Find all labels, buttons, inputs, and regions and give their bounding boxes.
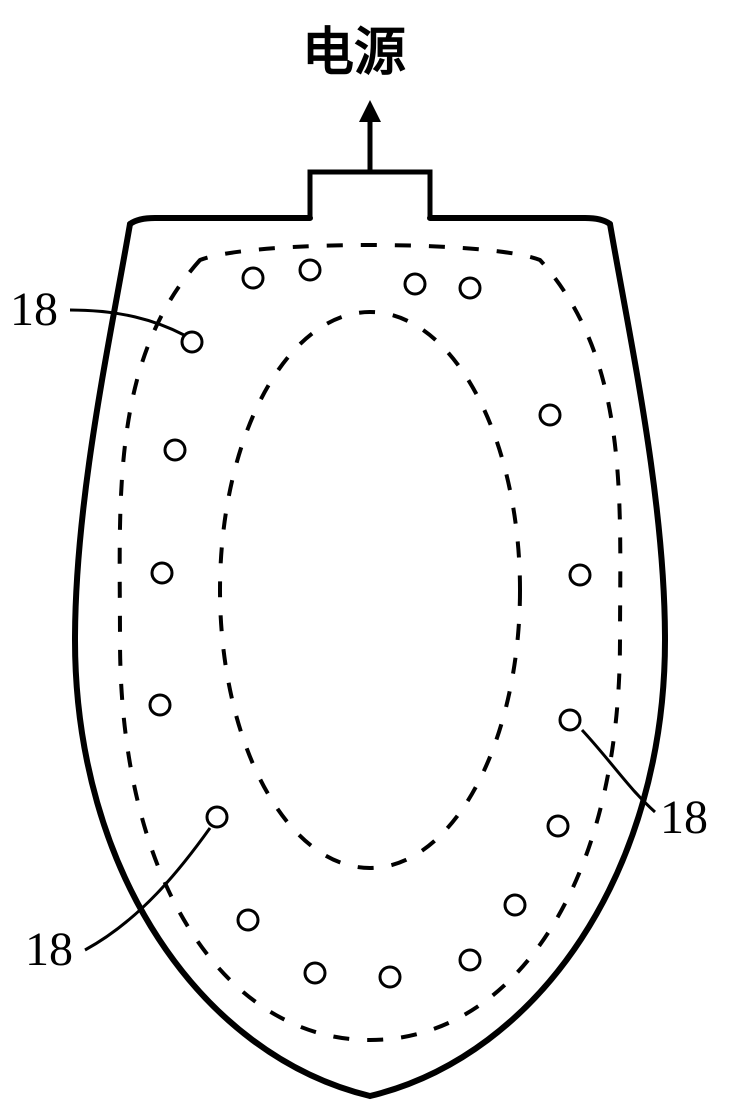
callout-label-1: 18 [25,922,73,977]
diagram-svg [0,0,736,1112]
callout-label-2: 18 [660,790,708,845]
callout-label-0: 18 [10,282,58,337]
power-label: 电源 [302,10,406,85]
diagram-canvas: 电源 18 18 18 [0,0,736,1112]
